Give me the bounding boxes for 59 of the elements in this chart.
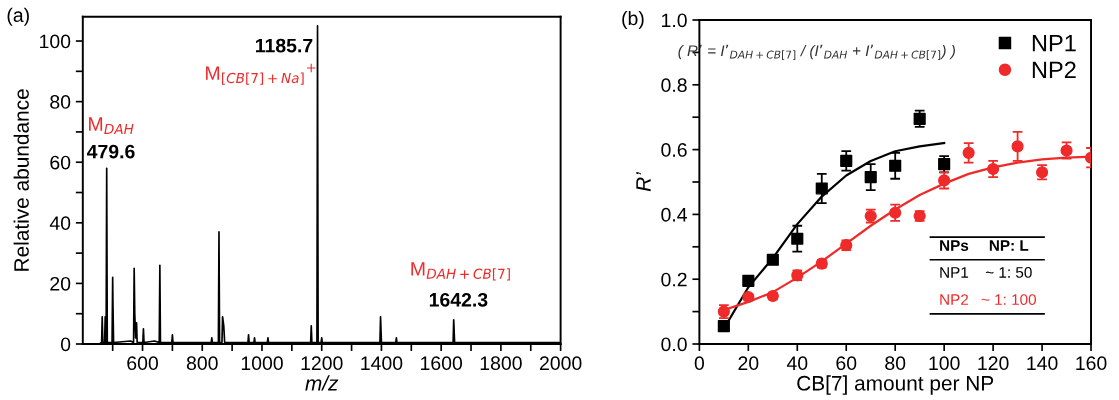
- annotation: ~ 1: 50: [985, 266, 1032, 278]
- y-tick-label: 0.0: [661, 337, 687, 352]
- annotation: M$_{DAH}$: [89, 117, 134, 134]
- x-tick-label: 1200: [301, 356, 343, 371]
- y-tick-label: 0: [60, 337, 71, 352]
- annotation: 479.6: [86, 144, 135, 159]
- point: [1011, 140, 1024, 153]
- y-tick-label: 80: [50, 95, 71, 109]
- text: (a): [7, 7, 29, 26]
- point: [889, 159, 902, 172]
- y-tick-label: 40: [49, 216, 71, 231]
- annotation: NP1: [940, 267, 969, 278]
- y-tick-label: 0.4: [661, 207, 687, 222]
- x-tick-label: 0: [694, 356, 705, 371]
- y-tick-label: 100: [40, 34, 71, 49]
- y-tick-label: 0.6: [661, 143, 687, 157]
- point: [766, 253, 779, 266]
- annotation: M$_{DAH+CB[7]}$: [411, 262, 510, 281]
- annotation: NP: L: [989, 240, 1029, 251]
- y-axis-title: Relative abundance: [13, 89, 29, 271]
- x-tick-label: 2000: [539, 356, 582, 371]
- annotation: 1185.7: [255, 38, 313, 53]
- point: [742, 274, 755, 287]
- annotation: 1642.3: [429, 292, 488, 307]
- annotation: M$_{[CB[7]+Na]}$$^{+}$: [206, 63, 316, 85]
- x-tick-label: 80: [885, 356, 906, 371]
- x-tick-label: 40: [786, 356, 808, 371]
- point: [815, 182, 828, 195]
- y-tick-label: 20: [50, 276, 71, 291]
- y-tick-label: 0.8: [661, 78, 687, 93]
- x-tick-label: 600: [127, 356, 158, 371]
- x-tick-label: 1600: [421, 356, 463, 371]
- legend-label: NP1: [1032, 35, 1076, 52]
- x-axis-title: m/z: [305, 375, 339, 391]
- annotation: NPs: [940, 240, 969, 251]
- x-tick-label: 100: [929, 356, 960, 371]
- x-tick-label: 800: [186, 356, 218, 371]
- point: [717, 320, 730, 333]
- legend-label: NP2: [1032, 61, 1076, 79]
- x-tick-label: 60: [836, 356, 857, 371]
- y-axis-title: R’: [636, 171, 651, 192]
- x-tick-label: 1400: [361, 356, 403, 371]
- x-tick-label: 1800: [480, 356, 522, 371]
- y-tick-label: 60: [50, 155, 71, 170]
- x-tick-label: 160: [1076, 356, 1107, 371]
- annotation: NP2: [940, 294, 969, 305]
- point: [962, 146, 975, 159]
- annotation: ~ 1: 100: [981, 294, 1036, 306]
- x-axis-title: CB[7] amount per NP: [797, 375, 994, 395]
- x-tick-label: 1000: [241, 356, 283, 371]
- point: [840, 154, 853, 168]
- text: (b): [622, 10, 644, 30]
- point: [864, 171, 877, 184]
- x-tick-label: 20: [738, 356, 759, 371]
- point: [791, 232, 804, 245]
- y-tick-label: 0.2: [661, 272, 687, 287]
- y-tick-label: 1.0: [662, 13, 687, 28]
- x-tick-label: 140: [1027, 356, 1058, 371]
- x-tick-label: 120: [978, 356, 1009, 371]
